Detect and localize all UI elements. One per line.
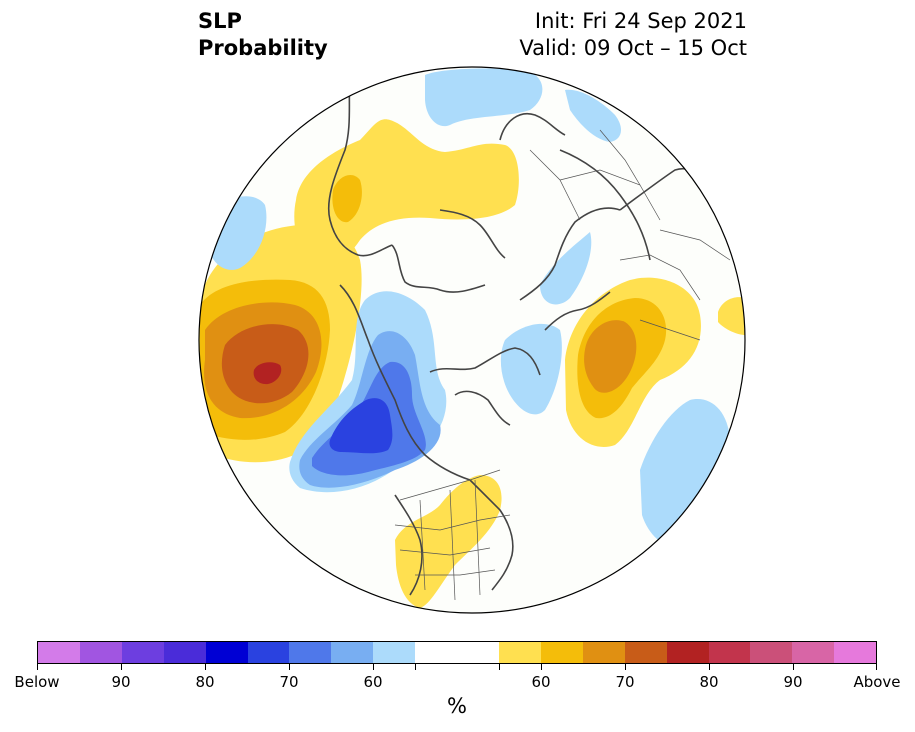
below-region-japan xyxy=(425,68,543,127)
colorbar-tick-label: 80 xyxy=(195,673,215,691)
colorbar-swatch xyxy=(415,642,458,663)
valid-range: Valid: 09 Oct – 15 Oct xyxy=(519,36,747,60)
colorbar-tick-label: 90 xyxy=(783,673,803,691)
colorbar-tick xyxy=(289,664,290,670)
colorbar-swatch xyxy=(79,642,122,663)
colorbar-ticks xyxy=(37,664,877,670)
coastlines xyxy=(327,74,716,596)
colorbar-tick-label: Above xyxy=(853,673,901,691)
below-region-arctic xyxy=(500,323,562,415)
colorbar-swatch xyxy=(163,642,206,663)
colorbar-swatch xyxy=(666,642,709,663)
map-title: SLP Probability xyxy=(198,8,328,62)
colorbar-swatch xyxy=(582,642,625,663)
map-dates: Init: Fri 24 Sep 2021 Valid: 09 Oct – 15… xyxy=(519,8,747,62)
title-line-type: Probability xyxy=(198,36,328,60)
political-boundaries xyxy=(394,129,731,601)
title-line-variable: SLP xyxy=(198,9,242,33)
colorbar-unit-label: % xyxy=(447,694,467,718)
colorbar-swatch xyxy=(289,642,332,663)
above-region-arabian-sea xyxy=(718,297,745,335)
colorbar-tick xyxy=(37,664,38,670)
colorbar-swatch xyxy=(498,642,541,663)
colorbar-tick xyxy=(625,664,626,670)
above-region-siberia-60 xyxy=(294,119,519,272)
colorbar-tick xyxy=(499,664,500,670)
colorbar-tick-label: 80 xyxy=(699,673,719,691)
colorbar-swatch xyxy=(38,642,80,663)
colorbar-tick-label: 90 xyxy=(111,673,131,691)
colorbar-swatch xyxy=(331,642,374,663)
map-boundary-circle xyxy=(198,66,746,614)
colorbar-swatch xyxy=(247,642,290,663)
colorbar-tick xyxy=(793,664,794,670)
colorbar-tick xyxy=(709,664,710,670)
above-region-europe-70 xyxy=(584,320,637,393)
colorbar-tick xyxy=(876,664,877,670)
colorbar-tick-label: 70 xyxy=(615,673,635,691)
colorbar-tick-label: 60 xyxy=(363,673,383,691)
below-region-china xyxy=(565,89,622,142)
colorbar-swatch xyxy=(205,642,248,663)
colorbar-swatch xyxy=(624,642,667,663)
probability-colorbar xyxy=(37,641,877,664)
colorbar-tick-label: 60 xyxy=(531,673,551,691)
colorbar-swatch xyxy=(834,642,877,663)
colorbar-swatch xyxy=(540,642,583,663)
colorbar-swatch xyxy=(121,642,164,663)
above-region-siberia-65 xyxy=(332,175,362,223)
colorbar-tick xyxy=(541,664,542,670)
colorbar-tick xyxy=(373,664,374,670)
colorbar-tick xyxy=(205,664,206,670)
probability-shading xyxy=(199,68,745,608)
colorbar-swatch xyxy=(750,642,793,663)
colorbar-swatch xyxy=(792,642,835,663)
colorbar-tick xyxy=(121,664,122,670)
colorbar-swatch xyxy=(373,642,416,663)
colorbar-tick-label: Below xyxy=(14,673,60,691)
below-region-canada-75 xyxy=(329,398,393,454)
polar-map xyxy=(198,66,746,614)
below-region-scandinavia xyxy=(540,232,592,305)
init-date: Init: Fri 24 Sep 2021 xyxy=(534,9,747,33)
colorbar-swatch xyxy=(457,642,499,663)
colorbar-swatch xyxy=(708,642,751,663)
colorbar-tick-label: 70 xyxy=(279,673,299,691)
colorbar-tick xyxy=(415,664,416,670)
above-region-pacific-80 xyxy=(253,362,282,385)
